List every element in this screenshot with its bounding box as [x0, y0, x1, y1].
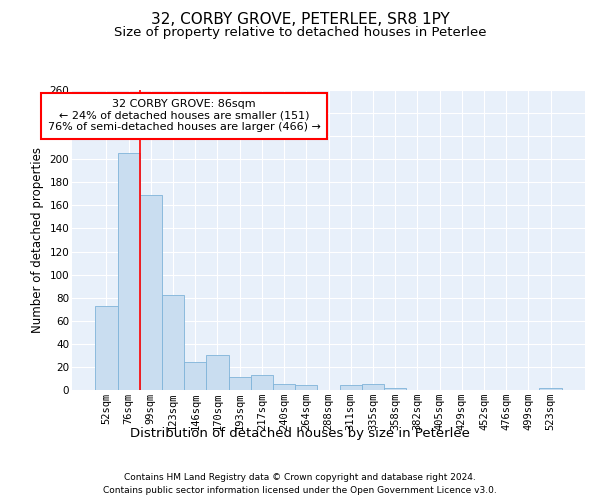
Bar: [251, 375, 273, 390]
Bar: [140, 195, 162, 390]
Text: Contains HM Land Registry data © Crown copyright and database right 2024.: Contains HM Land Registry data © Crown c…: [124, 472, 476, 482]
Bar: [95, 306, 118, 390]
Bar: [229, 378, 251, 390]
Bar: [340, 386, 362, 390]
Bar: [206, 356, 229, 390]
Text: Size of property relative to detached houses in Peterlee: Size of property relative to detached ho…: [114, 26, 486, 39]
Y-axis label: Number of detached properties: Number of detached properties: [31, 147, 44, 333]
Bar: [162, 296, 184, 390]
Bar: [273, 384, 295, 390]
Bar: [384, 388, 406, 390]
Text: Contains public sector information licensed under the Open Government Licence v3: Contains public sector information licen…: [103, 486, 497, 495]
Bar: [184, 362, 206, 390]
Bar: [295, 386, 317, 390]
Bar: [362, 384, 384, 390]
Bar: [118, 154, 140, 390]
Text: 32, CORBY GROVE, PETERLEE, SR8 1PY: 32, CORBY GROVE, PETERLEE, SR8 1PY: [151, 12, 449, 28]
Bar: [539, 388, 562, 390]
Text: Distribution of detached houses by size in Peterlee: Distribution of detached houses by size …: [130, 428, 470, 440]
Text: 32 CORBY GROVE: 86sqm
← 24% of detached houses are smaller (151)
76% of semi-det: 32 CORBY GROVE: 86sqm ← 24% of detached …: [48, 99, 320, 132]
